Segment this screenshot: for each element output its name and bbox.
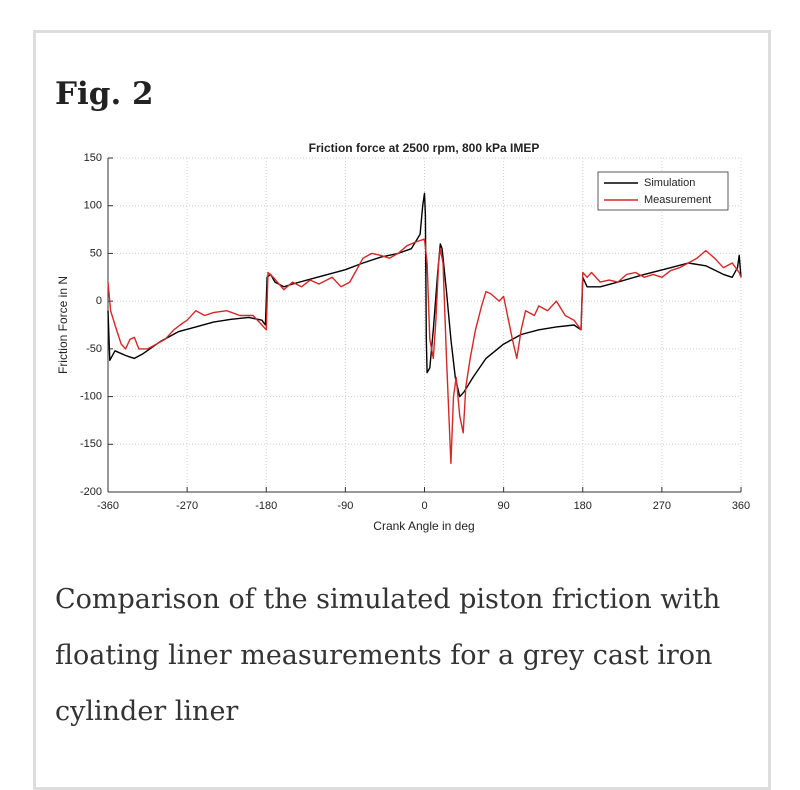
x-tick-label: -90 [337, 500, 353, 512]
figure-label: Fig. 2 [55, 76, 154, 112]
y-tick-label: 0 [96, 295, 102, 307]
y-tick-label: -150 [80, 438, 102, 450]
y-tick-label: 150 [84, 152, 102, 164]
chart: Friction force at 2500 rpm, 800 kPa IMEP… [56, 141, 751, 534]
chart-title: Friction force at 2500 rpm, 800 kPa IMEP [309, 141, 540, 155]
x-tick-label: 270 [653, 500, 671, 512]
x-tick-label: 90 [498, 500, 510, 512]
legend-label: Simulation [644, 177, 695, 189]
x-axis-label: Crank Angle in deg [373, 519, 474, 533]
series-line [107, 192, 742, 398]
page: {"figure_label": "Fig. 2", "caption": "C… [33, 30, 771, 790]
x-tick-label: -270 [176, 500, 198, 512]
y-tick-label: -50 [86, 343, 102, 355]
x-tick-label: 360 [732, 500, 750, 512]
y-tick-label: -100 [80, 390, 102, 402]
y-tick-label: 100 [84, 200, 102, 212]
y-tick-label: 50 [90, 247, 102, 259]
y-tick-label: -200 [80, 486, 102, 498]
legend-label: Measurement [644, 194, 711, 206]
legend-box [597, 171, 729, 211]
figure-caption: Comparison of the simulated piston frict… [55, 584, 721, 727]
x-tick-label: -360 [97, 500, 119, 512]
x-tick-label: 180 [574, 500, 592, 512]
x-tick-label: -180 [255, 500, 277, 512]
x-tick-label: 0 [421, 500, 427, 512]
y-axis-label: Friction Force in N [56, 276, 70, 374]
series-line [107, 238, 742, 465]
